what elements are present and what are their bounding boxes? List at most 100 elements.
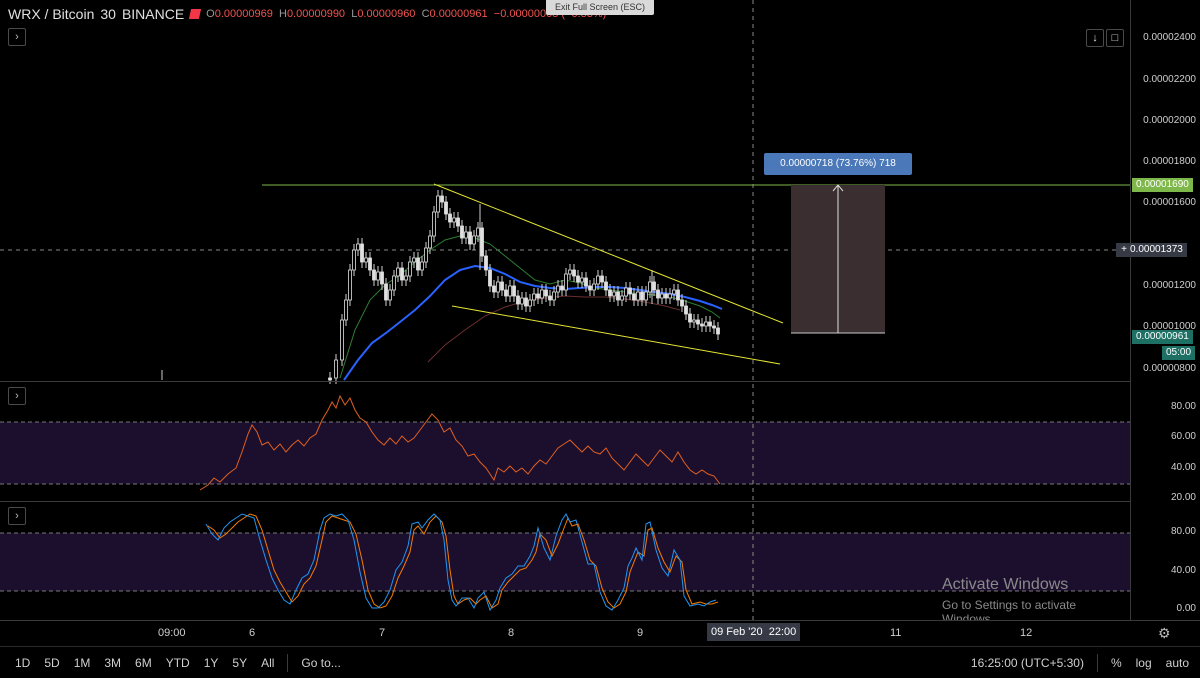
range-1y-button[interactable]: 1Y: [203, 655, 219, 670]
candle-body: [516, 295, 520, 305]
symbol-name[interactable]: WRX / Bitcoin: [8, 6, 95, 22]
range-5d-button[interactable]: 5D: [44, 655, 60, 670]
candle-body: [328, 377, 332, 381]
log-toggle[interactable]: log: [1135, 655, 1152, 670]
last-price-tag: 0.00000961: [1132, 330, 1193, 344]
candle-body: [624, 287, 628, 297]
candle-body: [520, 297, 524, 305]
stoch-tick: 80.00: [1170, 526, 1196, 537]
candle-body: [380, 271, 384, 285]
stoch-k-line: [205, 513, 717, 612]
trendline-upper[interactable]: [433, 183, 784, 324]
chart-canvas[interactable]: [0, 0, 1130, 620]
candle-body: [556, 285, 560, 293]
rsi-tick: 80.00: [1170, 401, 1196, 412]
chevron-right-icon: ›: [15, 31, 19, 43]
candle-body: [460, 225, 464, 239]
flag-icon[interactable]: [189, 9, 202, 19]
range-ytd-button[interactable]: YTD: [165, 655, 190, 670]
time-tick: 11: [890, 627, 902, 639]
candle-body: [400, 267, 404, 281]
close-label: C: [421, 8, 430, 20]
rsi-line: [199, 394, 721, 491]
gear-icon[interactable]: ⚙: [1158, 625, 1171, 641]
time-scale[interactable]: 09:00 6 7 8 9 11 12 09 Feb '20 22:00 ⚙: [0, 620, 1200, 646]
candle-body: [464, 231, 468, 239]
candle-body: [388, 289, 392, 301]
goto-button[interactable]: Go to...: [301, 655, 341, 670]
candle-body: [412, 257, 416, 263]
price-scale[interactable]: 0.00002400 0.00002200 0.00002000 0.00001…: [1130, 0, 1200, 620]
range-6m-button[interactable]: 6M: [135, 655, 152, 670]
price-tick: 0.00001200: [1143, 280, 1196, 291]
timezone-clock[interactable]: 16:25:00 (UTC+5:30): [970, 655, 1084, 670]
low-value: 0.00000960: [357, 8, 416, 20]
toolbar-divider: [287, 653, 289, 672]
target-price-tag: 0.00001690: [1132, 178, 1193, 192]
open-label: O: [206, 8, 215, 20]
exit-fullscreen-button[interactable]: Exit Full Screen (ESC): [546, 0, 654, 15]
stoch-tick: 0.00: [1176, 603, 1196, 614]
refresh-button[interactable]: □: [1106, 29, 1124, 47]
candles: [328, 190, 720, 384]
plus-icon[interactable]: +: [1121, 244, 1127, 255]
candle-body: [596, 275, 600, 285]
candle-body: [452, 217, 456, 223]
measure-arrow-head: [832, 184, 844, 192]
rsi-pane-expand-button[interactable]: ›: [8, 387, 26, 405]
candle-body: [496, 281, 500, 293]
candle-body: [428, 235, 432, 249]
candle-body: [456, 217, 460, 227]
time-tick: 6: [249, 627, 256, 639]
candle-body: [560, 285, 564, 291]
pane-separator[interactable]: [0, 501, 1200, 502]
watermark-title: Activate Windows: [942, 576, 1069, 593]
candle-body: [584, 277, 588, 287]
chart-area[interactable]: WRX / Bitcoin 30 BINANCE O0.00000969 H0.…: [0, 0, 1130, 626]
stoch-pane-expand-button[interactable]: ›: [8, 507, 26, 525]
interval-label[interactable]: 30: [100, 6, 116, 22]
candle-body: [352, 249, 356, 271]
candle-body: [588, 285, 592, 291]
time-tick: 9: [637, 627, 644, 639]
candle-body: [600, 275, 604, 283]
trendline-lower[interactable]: [451, 305, 781, 365]
candle-body: [448, 213, 452, 223]
candle-body: [384, 283, 388, 301]
close-value: 0.00000961: [429, 8, 488, 20]
rsi-tick: 20.00: [1170, 492, 1196, 503]
open-value: 0.00000969: [214, 8, 273, 20]
candle-body: [340, 319, 344, 361]
auto-toggle[interactable]: auto: [1165, 655, 1189, 670]
candle-body: [684, 305, 688, 315]
percent-toggle[interactable]: %: [1110, 655, 1122, 670]
range-3m-button[interactable]: 3M: [104, 655, 122, 670]
stoch-band: [0, 533, 1130, 591]
candle-body: [432, 211, 436, 237]
range-all-button[interactable]: All: [261, 655, 275, 670]
candle-body: [576, 275, 580, 283]
candle-body: [656, 289, 660, 299]
high-value: 0.00000990: [286, 8, 346, 20]
bottom-toolbar: 1D 5D 1M 3M 6M YTD 1Y 5Y All Go to... 16…: [0, 646, 1200, 678]
stoch-tick: 40.00: [1170, 565, 1196, 576]
symbol-legend: WRX / Bitcoin 30 BINANCE O0.00000969 H0.…: [8, 6, 606, 22]
range-1d-button[interactable]: 1D: [15, 655, 31, 670]
range-1m-button[interactable]: 1M: [73, 655, 91, 670]
crosshair-price-tag: +0.00001373: [1116, 243, 1187, 257]
candle-body: [532, 293, 536, 301]
stoch-d-line: [207, 513, 719, 609]
candle-body: [660, 293, 664, 299]
candle-body: [420, 261, 424, 271]
range-5y-button[interactable]: 5Y: [232, 655, 248, 670]
candle-body: [608, 289, 612, 297]
candle-body: [404, 275, 408, 281]
scroll-down-button[interactable]: ↓: [1086, 29, 1104, 47]
candle-body: [688, 313, 692, 323]
candle-body: [344, 299, 348, 321]
main-pane-expand-button[interactable]: ›: [8, 28, 26, 46]
crosshair-date-tag: 09 Feb '20 22:00: [707, 623, 801, 641]
candle-body: [700, 323, 704, 327]
candle-body: [648, 281, 652, 293]
pane-separator[interactable]: [0, 381, 1200, 382]
